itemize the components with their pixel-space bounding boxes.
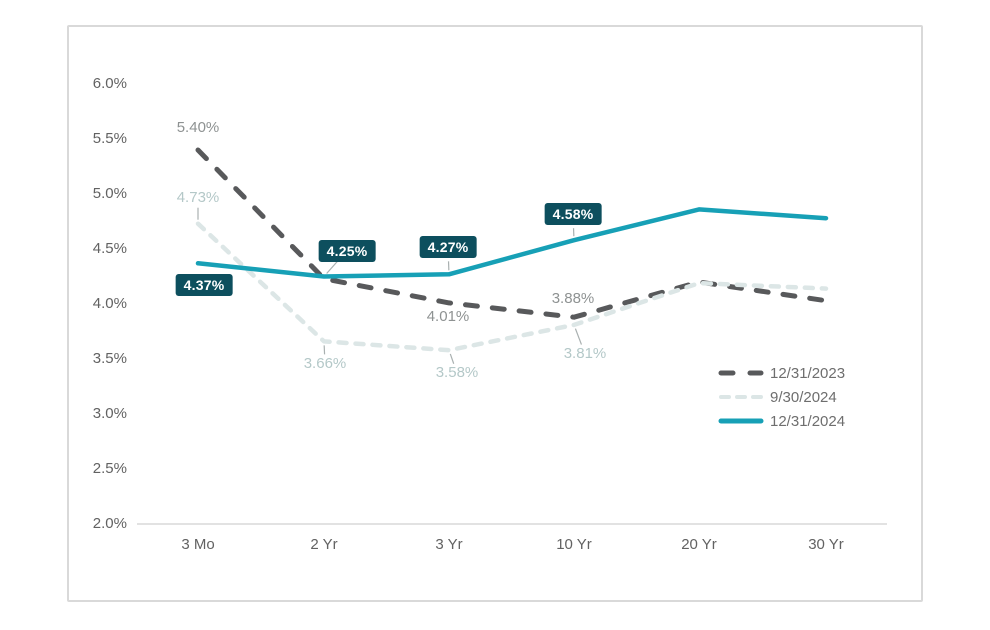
y-tick-label: 6.0%: [92, 75, 127, 92]
data-label: 3.66%: [303, 355, 347, 373]
legend: 12/31/2023 9/30/2024 12/31/2024: [717, 361, 845, 433]
legend-swatch-dashed-dark: [718, 370, 764, 376]
y-tick-label: 4.0%: [92, 295, 127, 312]
x-tick-label: 10 Yr: [556, 536, 592, 553]
data-label: 3.58%: [435, 364, 479, 382]
data-label: 3.81%: [563, 344, 607, 362]
x-tick-label: 3 Mo: [181, 536, 215, 553]
series-line-dashed-light: [195, 221, 829, 353]
legend-label: 12/31/2024: [770, 412, 846, 430]
chart-card: 6.0% 5.5% 5.0% 4.5% 4.0% 3.5% 3.0% 2.5% 2.0% 3 M…: [67, 25, 923, 602]
series-line-solid-teal: [195, 207, 829, 279]
y-tick-label: 5.5%: [92, 130, 127, 147]
data-label-boxed: 4.27%: [419, 236, 477, 259]
y-tick-label: 3.5%: [92, 350, 127, 367]
legend-item: 12/31/2023: [717, 361, 845, 385]
x-tick-label: 3 Yr: [435, 536, 463, 553]
y-tick-label: 2.0%: [92, 515, 127, 532]
legend-swatch-dashed-light: [719, 395, 763, 399]
data-label: 4.01%: [426, 307, 470, 325]
x-tick-label: 20 Yr: [681, 536, 717, 553]
legend-item: 12/31/2024: [717, 409, 845, 433]
legend-label: 9/30/2024: [770, 388, 837, 406]
data-label-boxed: 4.37%: [175, 274, 233, 297]
callout-leader-line: [574, 328, 583, 345]
y-axis: 6.0% 5.5% 5.0% 4.5% 4.0% 3.5% 3.0% 2.5% 2.0%: [69, 27, 921, 600]
data-label: 5.40%: [176, 119, 220, 136]
yield-curve-chart: [137, 147, 887, 525]
data-label-boxed: 4.25%: [318, 239, 376, 262]
callout-leader-line: [326, 260, 339, 274]
legend-item: 9/30/2024: [717, 385, 845, 409]
y-tick-label: 2.5%: [92, 460, 127, 477]
y-tick-label: 5.0%: [92, 185, 127, 202]
data-label-boxed: 4.58%: [544, 203, 602, 226]
x-tick-label: 30 Yr: [808, 536, 844, 553]
callout-leader-line: [449, 353, 455, 364]
legend-swatch-solid-teal: [718, 418, 764, 424]
data-label: 4.73%: [176, 188, 220, 206]
data-labels: 5.40% 4.01% 3.88% 4.73% 3.66% 3.58% 3.81% 4.37%…: [69, 27, 921, 600]
x-tick-label: 2 Yr: [310, 536, 338, 553]
y-tick-label: 4.5%: [92, 240, 127, 257]
x-axis: 3 Mo 2 Yr 3 Yr 10 Yr 20 Yr 30 Yr: [69, 27, 921, 600]
y-tick-label: 3.0%: [92, 405, 127, 422]
legend-label: 12/31/2023: [770, 364, 846, 382]
data-label: 3.88%: [551, 290, 595, 308]
